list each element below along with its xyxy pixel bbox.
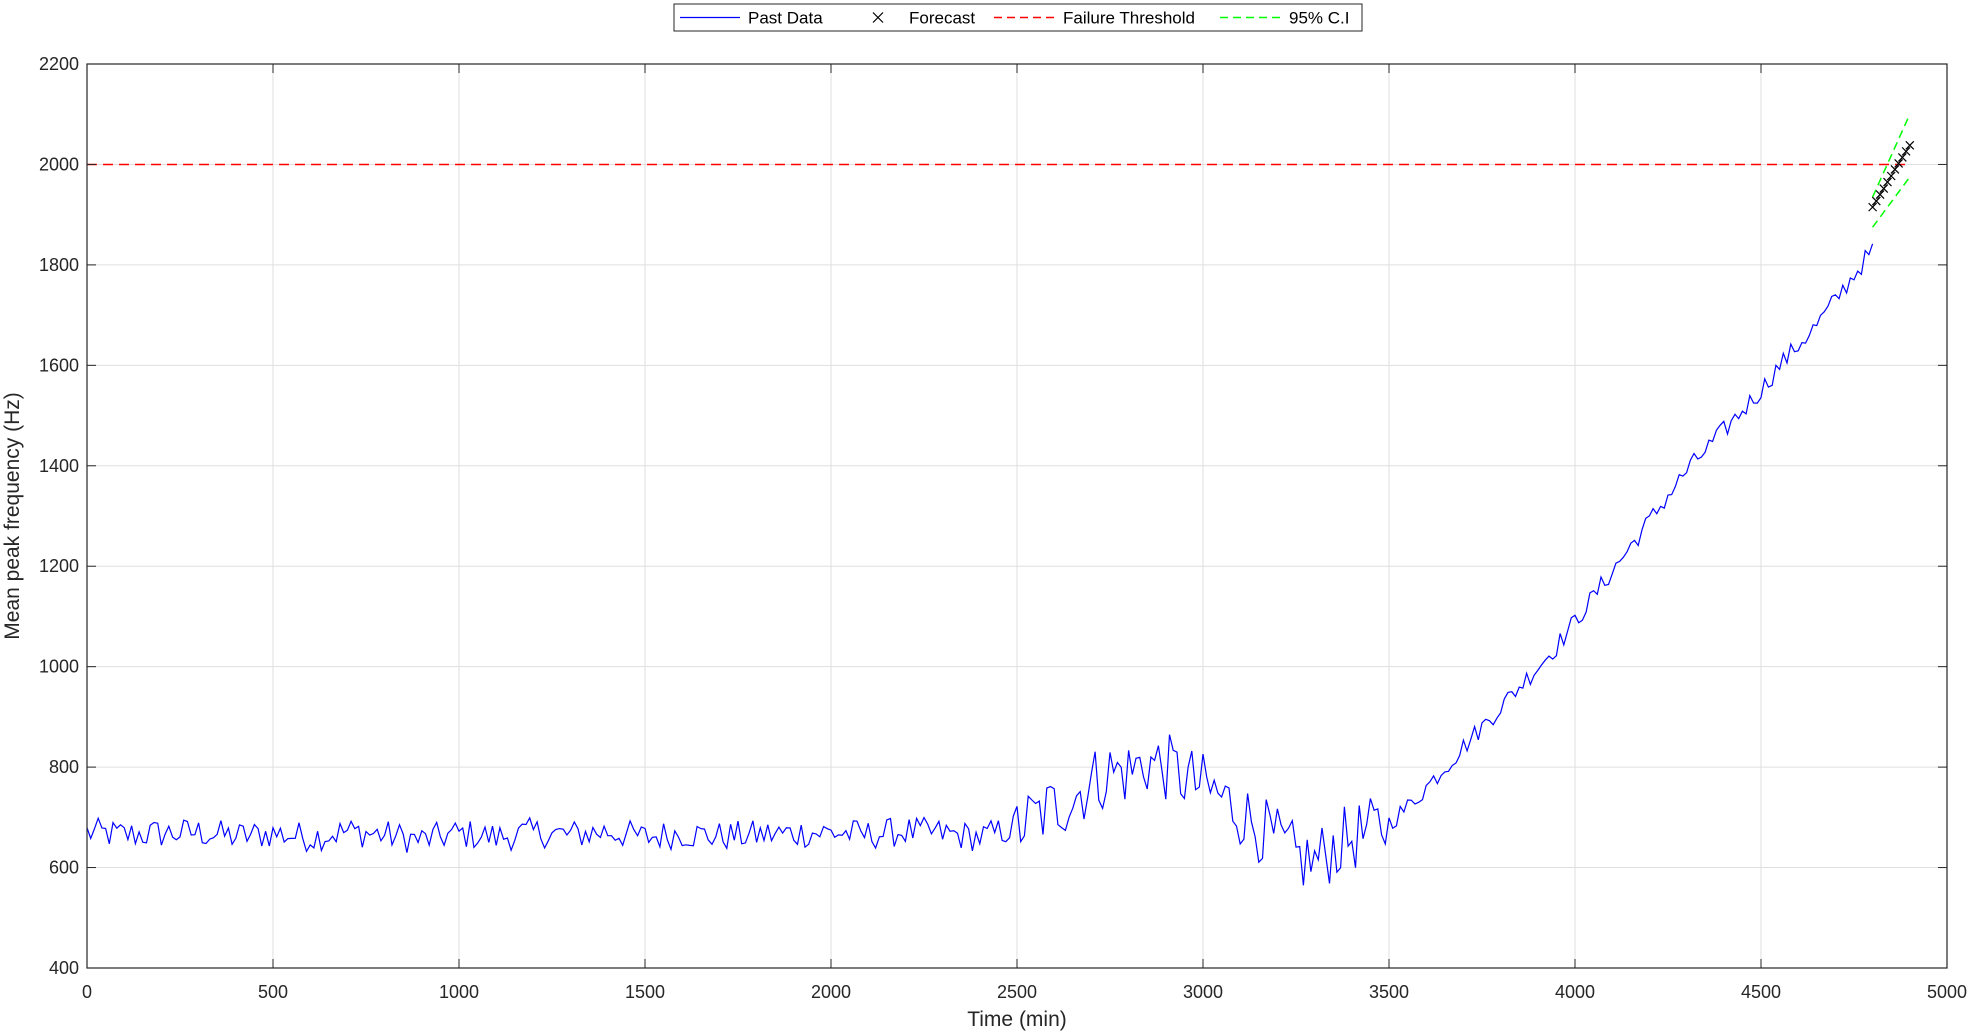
x-axis-label: Time (min) [967, 1008, 1067, 1031]
legend-swatch [872, 12, 884, 23]
forecast-point [1883, 177, 1892, 187]
series-ci-upper-line [1871, 113, 1911, 198]
forecast-point [1901, 146, 1911, 156]
y-axis-label: Mean peak frequency (Hz) [1, 392, 24, 639]
series-past-data-line [86, 243, 1874, 886]
forecast-point [1875, 190, 1885, 200]
x-tick-label: 1000 [439, 982, 479, 1002]
x-tick-label: 500 [258, 982, 288, 1002]
x-tick-label: 0 [82, 982, 92, 1002]
y-tick-label: 1400 [39, 456, 79, 476]
forecast-point [1890, 165, 1900, 174]
legend-label: Forecast [909, 9, 975, 28]
legend-label: 95% C.I [1289, 9, 1349, 28]
y-tick-label: 800 [49, 757, 79, 777]
legend-item: Past Data [680, 9, 823, 28]
y-tick-label: 1800 [39, 255, 79, 275]
forecast-point [1879, 184, 1889, 193]
plot-series [86, 113, 1915, 886]
legend-item: 95% C.I [1220, 9, 1349, 28]
legend-item: Failure Threshold [994, 9, 1195, 28]
y-tick-label: 600 [49, 858, 79, 878]
x-tick-label: 4500 [1741, 982, 1781, 1002]
forecast-point [1894, 159, 1904, 168]
forecast-point [1886, 171, 1896, 181]
legend-label: Past Data [748, 9, 823, 28]
forecast-point [1871, 196, 1881, 206]
x-tick-label: 2500 [997, 982, 1037, 1002]
legend: Past Data Forecast Failure Threshold 95% C.… [673, 3, 1363, 32]
forecast-point [1868, 202, 1878, 212]
x-tick-label: 3000 [1183, 982, 1223, 1002]
y-tick-label: 1200 [39, 556, 79, 576]
x-tick-label: 4000 [1555, 982, 1595, 1002]
y-tick-label: 2000 [39, 154, 79, 174]
x-tick-label: 3500 [1369, 982, 1409, 1002]
ticks: 0 500 1000 1500 2000 2500 3000 3500 4000 4500 5000… [39, 54, 1967, 1002]
y-tick-label: 1600 [39, 355, 79, 375]
x-tick-label: 5000 [1927, 982, 1967, 1002]
legend-item: Forecast [872, 9, 975, 28]
y-tick-label: 1000 [39, 657, 79, 677]
forecast-point [1897, 152, 1907, 162]
series-ci-lower-line [1871, 176, 1911, 228]
x-tick-label: 1500 [625, 982, 665, 1002]
legend-label: Failure Threshold [1063, 9, 1195, 28]
x-tick-label: 2000 [811, 982, 851, 1002]
y-tick-label: 2200 [39, 54, 79, 74]
forecast-point [1905, 140, 1915, 150]
y-tick-label: 400 [49, 958, 79, 978]
